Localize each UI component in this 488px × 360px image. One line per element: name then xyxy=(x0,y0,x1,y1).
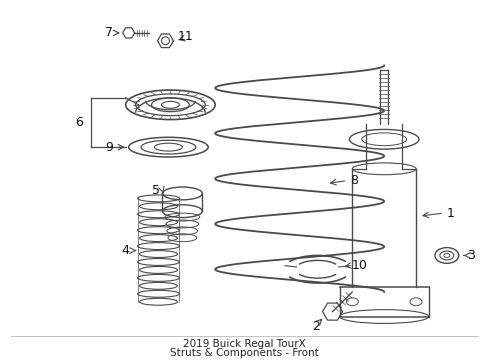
Text: 2019 Buick Regal TourX: 2019 Buick Regal TourX xyxy=(182,339,305,349)
Text: 3: 3 xyxy=(466,249,474,262)
Text: 11: 11 xyxy=(177,30,193,43)
Text: 4: 4 xyxy=(122,244,129,257)
Text: 5: 5 xyxy=(151,184,159,197)
Text: 10: 10 xyxy=(351,259,366,272)
Text: 2: 2 xyxy=(311,320,319,333)
Text: 9: 9 xyxy=(104,141,112,154)
Text: 7: 7 xyxy=(104,26,113,39)
Text: 6: 6 xyxy=(75,116,82,129)
Text: 1: 1 xyxy=(446,207,454,220)
Text: 8: 8 xyxy=(350,174,358,187)
Text: Struts & Components - Front: Struts & Components - Front xyxy=(169,348,318,358)
